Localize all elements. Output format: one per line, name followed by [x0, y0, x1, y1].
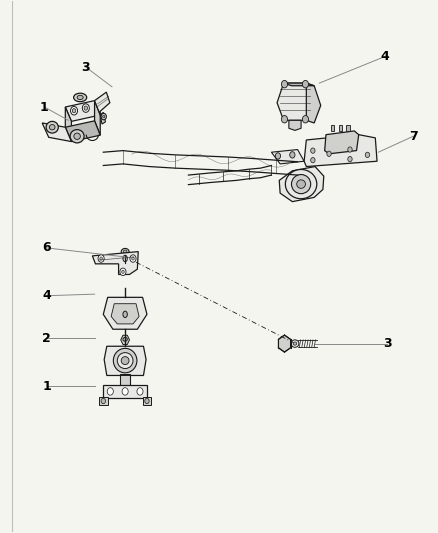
Text: 1: 1 — [40, 101, 49, 114]
Ellipse shape — [123, 311, 127, 318]
Bar — [120, 374, 131, 386]
Ellipse shape — [123, 255, 127, 262]
Polygon shape — [304, 135, 377, 166]
Ellipse shape — [121, 357, 129, 365]
Polygon shape — [121, 335, 130, 344]
Polygon shape — [289, 120, 301, 131]
Polygon shape — [95, 101, 100, 135]
Polygon shape — [279, 166, 324, 201]
Ellipse shape — [286, 169, 317, 199]
Polygon shape — [65, 101, 100, 122]
Circle shape — [84, 106, 88, 110]
Polygon shape — [279, 335, 290, 352]
Polygon shape — [272, 150, 304, 164]
Text: 4: 4 — [381, 50, 389, 63]
Polygon shape — [92, 252, 138, 274]
Text: 2: 2 — [42, 332, 51, 345]
Circle shape — [327, 151, 331, 157]
Ellipse shape — [113, 349, 137, 373]
Polygon shape — [284, 83, 314, 86]
Polygon shape — [103, 297, 147, 329]
Circle shape — [282, 80, 288, 88]
Polygon shape — [325, 131, 359, 154]
Ellipse shape — [293, 342, 297, 345]
Text: 7: 7 — [409, 130, 418, 143]
Circle shape — [120, 268, 126, 276]
Text: 4: 4 — [42, 289, 51, 302]
Circle shape — [348, 147, 352, 152]
Text: 6: 6 — [42, 241, 51, 254]
Circle shape — [122, 387, 128, 395]
Polygon shape — [65, 121, 100, 142]
Circle shape — [348, 157, 352, 162]
Circle shape — [137, 387, 143, 395]
Circle shape — [101, 398, 106, 403]
Circle shape — [365, 152, 370, 158]
Polygon shape — [65, 107, 71, 142]
Ellipse shape — [74, 133, 81, 140]
Bar — [143, 397, 151, 405]
Ellipse shape — [74, 93, 87, 102]
Ellipse shape — [117, 353, 133, 368]
Circle shape — [282, 116, 288, 123]
Text: 3: 3 — [81, 61, 90, 74]
Ellipse shape — [124, 250, 127, 253]
Bar — [346, 125, 350, 132]
Ellipse shape — [297, 180, 305, 188]
Bar — [99, 397, 108, 405]
Bar — [339, 125, 342, 132]
Ellipse shape — [291, 340, 299, 348]
Text: 3: 3 — [383, 337, 392, 350]
Circle shape — [302, 116, 308, 123]
Circle shape — [71, 107, 78, 115]
Circle shape — [130, 255, 136, 262]
Circle shape — [311, 158, 315, 163]
Ellipse shape — [101, 114, 106, 120]
Polygon shape — [111, 304, 139, 324]
Polygon shape — [306, 83, 321, 123]
Polygon shape — [104, 346, 146, 375]
Ellipse shape — [102, 115, 105, 118]
Circle shape — [98, 255, 104, 262]
Ellipse shape — [121, 248, 129, 255]
Circle shape — [122, 270, 124, 273]
Text: 1: 1 — [42, 379, 51, 393]
Ellipse shape — [77, 95, 83, 100]
Circle shape — [72, 109, 76, 113]
Circle shape — [100, 257, 102, 260]
Ellipse shape — [46, 122, 58, 133]
Circle shape — [276, 153, 281, 159]
Polygon shape — [277, 83, 313, 120]
Polygon shape — [95, 92, 110, 115]
Circle shape — [145, 398, 149, 403]
Polygon shape — [100, 112, 106, 124]
Ellipse shape — [49, 125, 55, 130]
Ellipse shape — [291, 174, 311, 193]
Circle shape — [132, 257, 134, 260]
Ellipse shape — [70, 130, 84, 143]
Bar — [331, 125, 334, 132]
Circle shape — [290, 152, 295, 158]
Circle shape — [302, 80, 308, 88]
Circle shape — [107, 387, 113, 395]
Bar — [103, 385, 147, 398]
Circle shape — [82, 104, 89, 112]
Polygon shape — [42, 123, 71, 142]
Circle shape — [311, 148, 315, 154]
Ellipse shape — [123, 337, 127, 341]
